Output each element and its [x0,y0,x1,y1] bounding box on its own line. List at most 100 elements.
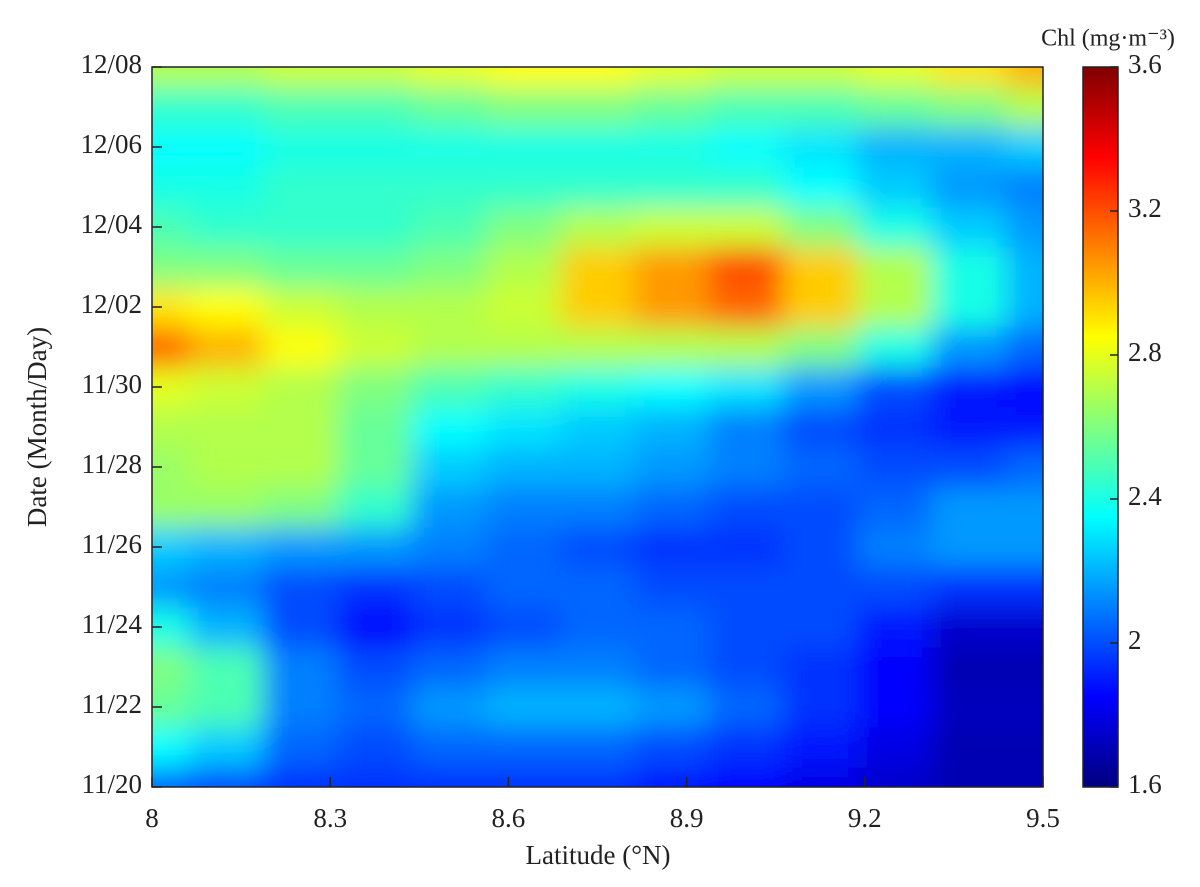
contour-cell [411,247,487,288]
contour-cell [189,487,264,528]
contour-cell [857,327,933,368]
contour-cell [634,647,710,688]
contour-cell [634,607,710,648]
contour-cell [1005,647,1043,688]
colorbar-tick-label: 3.2 [1128,193,1162,223]
contour-cell [263,527,339,568]
contour-cell [337,247,413,288]
contour-cell [1005,327,1043,368]
contour-cell [1005,207,1043,248]
contour-cell [1005,607,1043,648]
contour-cell [931,327,1007,368]
contour-cell [189,247,264,288]
y-tick-label: 12/02 [80,289,142,319]
colorbar-tick-label: 2.4 [1128,481,1162,511]
contour-cell [931,247,1007,288]
y-tick-label: 11/22 [82,689,143,719]
contour-cell [1005,407,1043,448]
contour-cell [560,127,636,168]
colorbar-tick-label: 3.6 [1128,49,1162,79]
contour-cell [486,327,561,368]
contour-cell [411,767,487,787]
contour-cell [634,407,710,448]
contour-cell [189,167,264,208]
contour-cell [634,767,710,787]
contour-cell [263,567,339,608]
contour-cell [634,727,710,768]
contour-cell [337,67,413,88]
contour-cell [634,367,710,408]
x-tick-label: 9.2 [848,803,882,833]
contour-cell [783,287,858,328]
contour-cell [560,407,636,448]
contour-cell [337,487,413,528]
contour-cell [857,487,933,528]
contour-cell [931,647,1007,688]
contour-cell [560,287,636,328]
contour-cell [708,647,784,688]
contour-cell [189,767,264,787]
contour-cell [560,687,636,728]
contour-cell [634,447,710,488]
contour-cell [634,67,710,88]
contour-cell [857,687,933,728]
contour-cell [486,127,561,168]
contour-cell [708,167,784,208]
contour-cell [486,687,561,728]
contour-cell [783,207,858,248]
contour-cell [1005,527,1043,568]
contour-cell [189,367,264,408]
contour-cell [486,527,561,568]
contour-cell [263,167,339,208]
contour-cell [708,127,784,168]
contour-cell [560,327,636,368]
contour-cell [486,487,561,528]
contour-cell [634,687,710,728]
contour-cell [708,67,784,88]
contour-cell [337,527,413,568]
contour-cell [857,367,933,408]
contour-cell [337,447,413,488]
contour-cell [783,527,858,568]
plot-clip [152,67,1043,787]
contour-cell [560,607,636,648]
contour-cell [263,647,339,688]
contour-cell [152,87,190,128]
contour-cell [263,287,339,328]
contour-cell [189,127,264,168]
colorbar-tick-label: 2.8 [1128,337,1162,367]
contour-cell [857,247,933,288]
contour-cell [931,367,1007,408]
contour-cell [411,447,487,488]
contour-cell [931,487,1007,528]
contour-cell [708,767,784,787]
contour-cell [931,767,1007,787]
contour-cell [411,647,487,688]
contour-cell [189,67,264,88]
contour-cell [152,67,190,88]
contour-cell [411,487,487,528]
contour-cell [857,767,933,787]
y-tick-label: 11/24 [82,609,143,639]
contour-cell [486,447,561,488]
contour-cell [857,607,933,648]
contour-cell [189,687,264,728]
contour-cell [783,407,858,448]
contour-cell [263,607,339,648]
contour-cell [783,727,858,768]
contour-cell [263,407,339,448]
contour-cell [560,727,636,768]
contour-cell [857,67,933,88]
contour-cell [634,487,710,528]
contour-cell [486,207,561,248]
contour-cell [1005,247,1043,288]
contour-cell [708,527,784,568]
contour-cell [1005,487,1043,528]
contour-cell [189,647,264,688]
contour-cell [857,87,933,128]
contour-cell [486,607,561,648]
colorbar-label: Chl (mg·m⁻³) [1041,26,1175,52]
contour-cell [337,607,413,648]
contour-cell [708,487,784,528]
contour-cell [931,567,1007,608]
